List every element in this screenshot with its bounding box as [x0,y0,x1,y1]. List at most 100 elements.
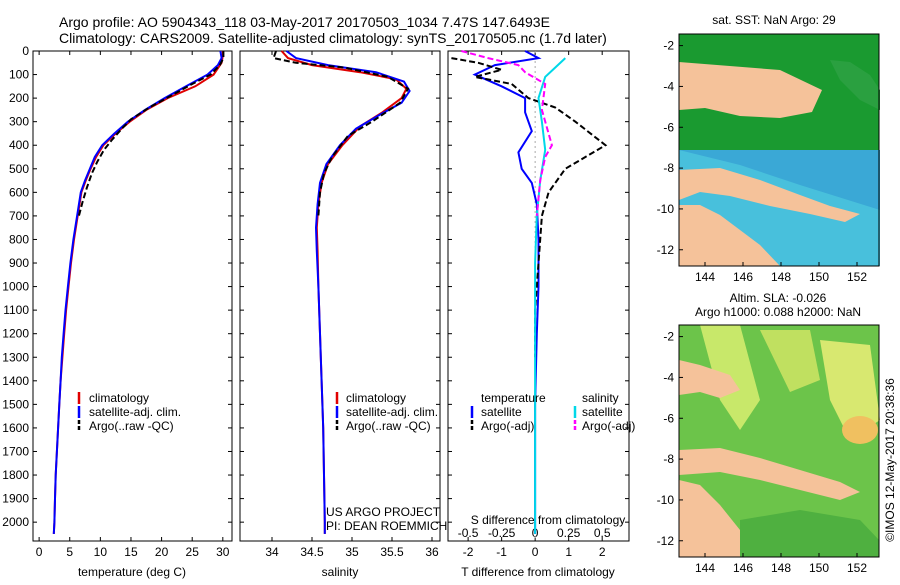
sla-map [678,324,880,558]
salinity-xlabel: salinity [322,565,359,579]
y-tick-label: 1400 [2,374,29,388]
map2-land-newbritain [679,360,740,398]
legend-sat: satellite-adj. clim. [89,405,181,419]
x-tick-label: 15 [124,545,138,559]
map-x-tick-label: 148 [771,561,791,575]
timestamp-stamp: ©IMOS 12-May-2017 20:38:36 [883,378,897,542]
legend-salinity-header: salinity [582,391,619,405]
map2-band-3 [820,340,880,440]
x-tick-label: 5 [66,545,73,559]
y-tick-label: 400 [9,138,29,152]
y-tick-label: 100 [9,68,29,82]
legend-s-sat: satellite [582,405,623,419]
x-tick-label: 1 [565,545,572,559]
y-tick-label: 2000 [2,515,29,529]
legend-sat: satellite-adj. clim. [346,405,438,419]
map2-land-png [679,448,860,500]
map1-land-south [679,205,780,266]
y-tick-label: 600 [9,185,29,199]
series-satellite [52,50,223,534]
series-argo [272,50,410,216]
map-y-tick-label: -10 [657,493,675,507]
difference-panel [447,50,630,542]
x-tick-label: -1 [496,545,507,559]
map1-frame [678,33,880,267]
map-y-tick-label: -4 [663,370,674,384]
sst-map [678,33,880,267]
salinity-legend: climatology satellite-adj. clim. Argo(..… [335,391,438,433]
y-tick-label: 300 [9,115,29,129]
map-x-tick-label: 146 [733,270,753,284]
map2-frame [678,324,880,558]
temperature-xlabel: temperature (deg C) [78,565,186,579]
s-tick-label: 0.5 [594,526,611,540]
y-tick-label: 800 [9,232,29,246]
map-y-tick-label: -6 [663,120,674,134]
legend-clim: climatology [89,391,149,405]
s-tick-label: 0.25 [557,526,581,540]
x-tick-label: 10 [94,545,108,559]
y-tick-label: 200 [9,91,29,105]
map-x-tick-label: 144 [695,561,715,575]
t-diff-xlabel: T difference from climatology [461,565,615,579]
y-tick-label: 1700 [2,444,29,458]
x-tick-label: 0 [36,545,43,559]
x-tick-label: 35 [345,545,359,559]
series-t-argo [451,57,608,358]
s-tick-label: -0.5 [458,526,479,540]
legend-s-argo: Argo(-adj) [582,419,635,433]
map1-title: sat. SST: NaN Argo: 29 [712,13,836,27]
map-x-tick-label: 152 [847,270,867,284]
legend-t-argo: Argo(-adj) [481,419,534,433]
map-x-tick-label: 150 [809,561,829,575]
series-s-satellite [534,57,566,534]
y-tick-label: 1000 [2,280,29,294]
legend-t-sat: satellite [481,405,522,419]
title-line-1: Argo profile: AO 5904343_118 03-May-2017… [59,14,550,30]
y-tick-label: 1500 [2,397,29,411]
map-y-tick-label: -2 [663,39,674,53]
map-x-tick-label: 146 [733,561,753,575]
y-tick-label: 500 [9,162,29,176]
title-line-2: Climatology: CARS2009. Satellite-adjuste… [59,30,607,46]
y-tick-label: 900 [9,256,29,270]
y-tick-label: 1300 [2,350,29,364]
legend-argo: Argo(..raw -QC) [346,419,431,433]
map2-band-2 [760,330,820,392]
x-tick-label: 36 [425,545,439,559]
map1-land-newbritain [679,62,822,118]
map-y-tick-label: -8 [663,161,674,175]
map-x-tick-label: 152 [847,561,867,575]
y-tick-label: 1600 [2,421,29,435]
series-satellite [285,50,411,534]
map-y-tick-label: -6 [663,411,674,425]
x-tick-label: -2 [463,545,474,559]
map-y-tick-label: -12 [657,534,675,548]
project-label: US ARGO PROJECT [326,505,441,519]
map-x-tick-label: 148 [771,270,791,284]
map-y-tick-label: -10 [657,202,675,216]
x-tick-label: 30 [216,545,230,559]
series-climatology [52,51,224,534]
series-climatology [280,50,408,534]
temperature-legend: climatology satellite-adj. clim. Argo(..… [77,391,181,433]
x-tick-label: 2 [599,545,606,559]
x-tick-label: 34 [265,545,279,559]
map-y-tick-label: -2 [663,330,674,344]
map2-title-2: Argo h1000: 0.088 h2000: NaN [695,305,861,319]
x-tick-label: 20 [155,545,169,559]
y-tick-label: 1900 [2,492,29,506]
legend-clim: climatology [346,391,406,405]
y-tick-label: 1100 [3,303,29,317]
pi-label: PI: DEAN ROEMMICH [326,519,447,533]
y-tick-label: 700 [9,209,29,223]
x-tick-label: 34.5 [300,545,324,559]
y-tick-label: 1200 [2,327,29,341]
s-diff-xlabel: S difference from climatology [471,513,626,527]
series-t-satellite [472,50,542,534]
x-tick-label: 25 [186,545,200,559]
map-y-tick-label: -4 [663,79,674,93]
map2-high-spot [842,416,878,444]
legend-temperature-header: temperature [481,391,546,405]
